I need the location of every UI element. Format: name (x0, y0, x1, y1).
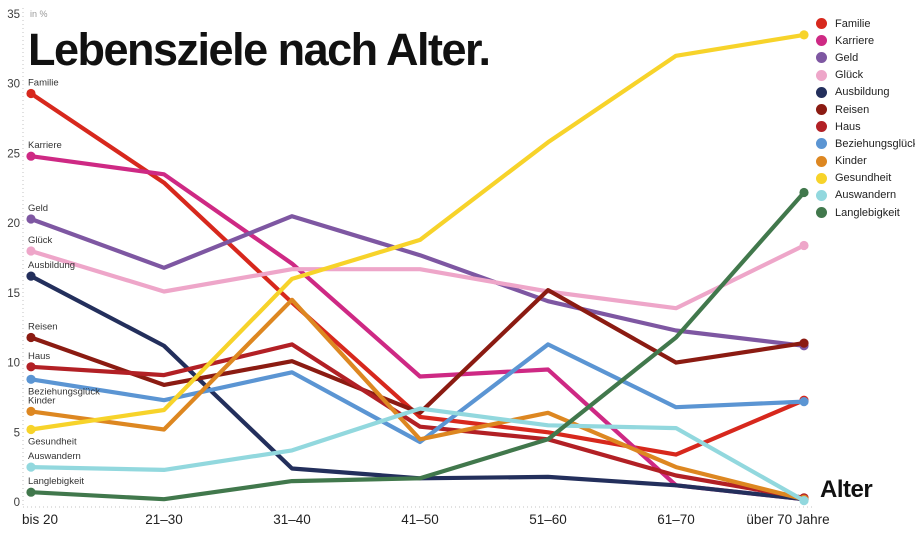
series-start-dot-beziehungsgluck (26, 374, 36, 384)
legend-label-haus: Haus (835, 120, 861, 133)
legend-label-reisen: Reisen (835, 103, 870, 116)
legend-label-langlebigkeit: Langlebigkeit (835, 206, 900, 219)
legend-label-karriere: Karriere (835, 34, 875, 47)
y-tick-label-10: 10 (7, 358, 20, 370)
x-tick-label-41-50: 41–50 (401, 512, 439, 527)
x-tick-label-51-60: 51–60 (529, 512, 567, 527)
legend-label-gesundheit: Gesundheit (835, 172, 892, 185)
series-line-haus (28, 342, 807, 500)
legend-item-gluck: Glück (816, 67, 915, 84)
series-end-dot-gesundheit (799, 30, 809, 40)
series-start-label-gluck: Glück (28, 235, 53, 246)
legend-dot-auswandern (816, 189, 827, 201)
legend-item-kinder: Kinder (816, 153, 915, 170)
series-start-label-karriere: Karriere (28, 140, 62, 151)
legend-label-familie: Familie (835, 17, 871, 30)
legend-item-reisen: Reisen (816, 101, 915, 118)
series-start-label-haus: Haus (28, 351, 50, 362)
series-start-dot-reisen (26, 332, 36, 343)
series-start-dot-geld (26, 214, 36, 224)
x-axis-title: Alter (820, 476, 873, 503)
series-start-label-beziehungsgluck: Beziehungsglück (28, 386, 100, 397)
series-start-dot-langlebigkeit (26, 487, 36, 497)
legend-dot-ausbildung (816, 86, 827, 98)
series-start-dot-ausbildung (26, 271, 36, 281)
legend-item-auswandern: Auswandern (816, 187, 915, 204)
series-start-label-geld: Geld (28, 203, 48, 214)
legend-label-auswandern: Auswandern (835, 189, 897, 202)
legend-dot-langlebigkeit (816, 207, 827, 219)
series-line-familie (28, 91, 807, 457)
y-tick-label-5: 5 (14, 427, 20, 439)
y-tick-label-20: 20 (7, 218, 20, 230)
chart-title: Lebensziele nach Alter. (28, 24, 491, 75)
series-start-dot-familie (26, 88, 36, 99)
y-axis-unit-label: in % (30, 9, 48, 19)
series-end-dot-beziehungsgluck (799, 397, 809, 407)
legend-label-beziehungsgluck: Beziehungsglück (835, 137, 915, 150)
series-start-dot-auswandern (26, 462, 36, 472)
legend-dot-beziehungsgluck (816, 138, 827, 150)
legend-item-langlebigkeit: Langlebigkeit (816, 204, 915, 221)
legend-item-gesundheit: Gesundheit (816, 170, 915, 187)
series-line-auswandern (28, 406, 807, 503)
x-tick-label-61-70: 61–70 (657, 512, 695, 527)
series-end-dot-reisen (799, 338, 809, 348)
legend-item-karriere: Karriere (816, 32, 915, 49)
x-tick-label-uber-70-jahre: über 70 Jahre (746, 512, 829, 527)
legend-item-familie: Familie (816, 15, 915, 32)
series-start-dot-gluck (26, 246, 36, 256)
legend-dot-reisen (816, 104, 827, 116)
series-line-langlebigkeit (28, 190, 807, 502)
y-tick-label-15: 15 (7, 288, 20, 300)
series-start-label-gesundheit: Gesundheit (28, 437, 77, 448)
y-tick-label-0: 0 (14, 497, 20, 509)
series-end-dot-auswandern (799, 496, 809, 506)
legend-item-haus: Haus (816, 118, 915, 135)
legend-dot-haus (816, 121, 827, 133)
series-start-dot-haus (26, 362, 36, 372)
legend-item-ausbildung: Ausbildung (816, 84, 915, 101)
legend-label-gluck: Glück (835, 69, 864, 82)
y-tick-label-35: 35 (7, 9, 20, 21)
series-start-label-langlebigkeit: Langlebigkeit (28, 476, 84, 487)
series-line-reisen (28, 288, 807, 415)
series-end-dot-langlebigkeit (799, 187, 809, 198)
series-line-gluck (28, 243, 807, 311)
series-line-kinder (28, 297, 807, 502)
y-tick-label-25: 25 (7, 148, 20, 160)
x-tick-label-21-30: 21–30 (145, 512, 183, 527)
series-start-dot-karriere (26, 151, 36, 161)
legend-label-kinder: Kinder (835, 155, 867, 168)
legend-label-ausbildung: Ausbildung (835, 86, 890, 99)
legend-dot-familie (816, 18, 827, 30)
series-start-label-auswandern: Auswandern (28, 451, 81, 462)
series-start-label-kinder: Kinder (28, 395, 55, 406)
x-tick-label-bis-20: bis 20 (22, 512, 58, 527)
series-start-label-reisen: Reisen (28, 322, 58, 333)
series-line-geld (28, 214, 807, 348)
legend-label-geld: Geld (835, 51, 859, 64)
series-start-dot-gesundheit (26, 424, 36, 435)
series-end-dot-gluck (799, 240, 809, 251)
series-start-label-familie: Familie (28, 78, 59, 89)
series-start-label-ausbildung: Ausbildung (28, 260, 75, 271)
y-tick-label-30: 30 (7, 79, 20, 91)
legend-dot-karriere (816, 35, 827, 47)
chart-legend: Familie Karriere Geld Glück Ausbildung Reisen… (816, 15, 915, 221)
legend-dot-geld (816, 52, 827, 64)
legend-item-beziehungsgluck: Beziehungsglück (816, 135, 915, 152)
x-tick-label-31-40: 31–40 (273, 512, 311, 527)
series-start-dot-kinder (26, 406, 36, 416)
series-line-beziehungsgluck (28, 342, 807, 445)
legend-dot-gluck (816, 69, 827, 81)
legend-dot-kinder (816, 155, 827, 167)
series-line-gesundheit (28, 32, 807, 432)
legend-dot-gesundheit (816, 172, 827, 184)
legend-item-geld: Geld (816, 49, 915, 66)
series-line-ausbildung (28, 274, 807, 502)
